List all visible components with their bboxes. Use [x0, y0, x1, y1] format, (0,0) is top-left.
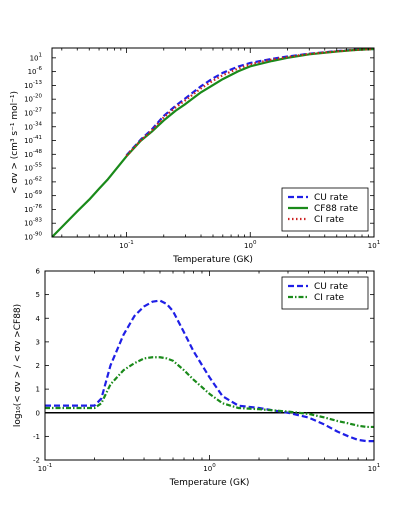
y-tick-label: 3	[36, 338, 40, 346]
chart-1: 10-1 100 101 101 10-6 10-13 10-20 10-27 10-34 10-…	[10, 47, 380, 265]
legend-label: CI rate	[314, 215, 345, 225]
y-tick-label: 10-55	[24, 163, 42, 173]
y-tick-label: 2	[36, 362, 40, 370]
y-tick-label: 10-20	[24, 94, 42, 104]
y-tick-label: 10-76	[24, 204, 42, 214]
x-axis: 10-1 100 101	[38, 271, 380, 473]
x-tick-label: 10-1	[119, 240, 133, 250]
y-tick-label: 10-41	[24, 135, 42, 145]
y-tick-label: 0	[36, 409, 40, 417]
y-tick-label: -1	[33, 433, 40, 441]
series-line-cu-rate	[125, 48, 374, 157]
y-axis: -2 -1 0 1 2 3 4 5 6	[33, 268, 374, 465]
series-line-ci-rate	[125, 48, 374, 157]
series-line-cu-rate	[45, 299, 374, 443]
y-tick-label: 101	[30, 52, 42, 62]
y-tick-label: 10-62	[24, 176, 42, 186]
x-tick-label: 100	[203, 463, 216, 473]
y-axis: 101 10-6 10-13 10-20 10-27 10-34 10-41 10-48 10-…	[24, 52, 374, 242]
y-tick-label: 10-90	[24, 232, 42, 242]
y-tick-label: 1	[36, 386, 40, 394]
y-tick-label: 5	[36, 291, 40, 299]
x-tick-label: 101	[368, 463, 380, 473]
y-tick-label: 4	[36, 315, 41, 323]
x-tick-label: 100	[244, 240, 257, 250]
y-tick-label: 10-69	[24, 190, 42, 200]
y-tick-label: 10-6	[28, 66, 43, 76]
series-line-ci-rate	[45, 356, 374, 429]
chart-2: 10-1 100 101 -2 -1 0 1 2 3 4 5 6 Temperature (GK) log…	[13, 268, 380, 489]
y-tick-label: 10-48	[24, 149, 42, 159]
legend-label: CU rate	[314, 282, 348, 292]
legend-box	[281, 276, 369, 310]
y-tick-label: 6	[36, 268, 41, 276]
y-axis-label: < σv > (cm³ s⁻¹ mol⁻¹)	[10, 91, 20, 194]
x-axis-label: Temperature (GK)	[172, 255, 253, 265]
x-tick-label: 10-1	[38, 463, 52, 473]
legend-label: CF88 rate	[314, 204, 359, 214]
y-tick-label: 10-13	[24, 80, 42, 90]
y-tick-label: 10-34	[24, 121, 42, 131]
x-axis: 10-1 100 101	[61, 48, 380, 250]
y-tick-label: 10-83	[24, 218, 42, 228]
legend-label: CU rate	[314, 193, 348, 203]
legend-box	[281, 187, 369, 232]
x-axis-label: Temperature (GK)	[169, 478, 250, 488]
y-tick-label: 10-27	[24, 107, 42, 117]
y-axis-label: log₁₀(< σv > / < σv >CF88)	[13, 304, 23, 427]
y-tick-label: -2	[33, 457, 40, 465]
x-tick-label: 101	[368, 240, 380, 250]
legend-label: CI rate	[314, 293, 345, 303]
